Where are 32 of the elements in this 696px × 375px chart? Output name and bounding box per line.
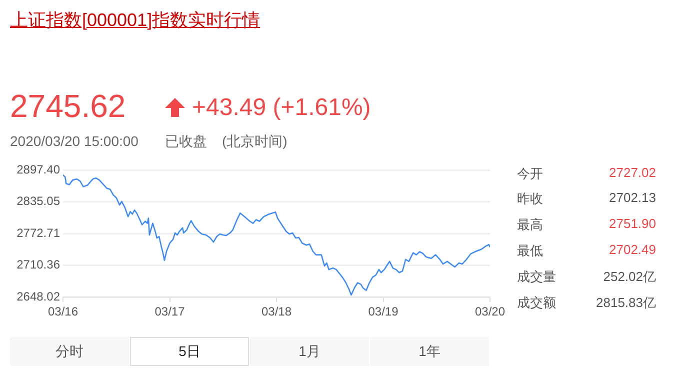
text: 最高 — [517, 216, 543, 234]
x-tick-label: 03/17 — [154, 304, 186, 319]
chart-title: 上证指数[000001]指数实时行情 — [10, 9, 260, 32]
text: 2745.62 — [10, 88, 126, 125]
text: 最低 — [517, 242, 543, 260]
text: 2702.49 — [609, 242, 656, 257]
text: 分时 — [10, 337, 129, 366]
text: (北京时间) — [222, 133, 288, 151]
y-tick-label: 2710.36 — [16, 258, 60, 272]
y-tick-label: 2648.02 — [16, 289, 60, 304]
y-tick-label: 2772.71 — [16, 226, 60, 240]
text: 已收盘 — [165, 133, 207, 151]
x-tick-label: 03/20 — [474, 304, 506, 319]
text: 1月 — [250, 337, 369, 366]
text: 今开 — [517, 165, 543, 183]
text: 2727.02 — [609, 165, 656, 180]
text: 成交量 — [517, 268, 556, 286]
text: 2020/03/20 15:00:00 — [10, 133, 138, 149]
x-tick-label: 03/19 — [368, 304, 399, 319]
y-tick-label: 2835.05 — [16, 194, 60, 208]
text: 2751.90 — [609, 216, 656, 231]
x-tick-label: 03/16 — [48, 304, 78, 319]
text: 2702.13 — [609, 190, 656, 205]
text: 252.02亿 — [603, 268, 656, 286]
text: 2815.83亿 — [596, 294, 656, 312]
text: +43.49 (+1.61%) — [192, 94, 371, 122]
text: 1年 — [370, 337, 489, 366]
text: 昨收 — [517, 190, 543, 208]
x-tick-label: 03/18 — [261, 304, 292, 319]
y-tick-label: 2897.40 — [16, 162, 60, 177]
text: 成交额 — [517, 294, 556, 312]
text: 5日 — [130, 337, 249, 366]
